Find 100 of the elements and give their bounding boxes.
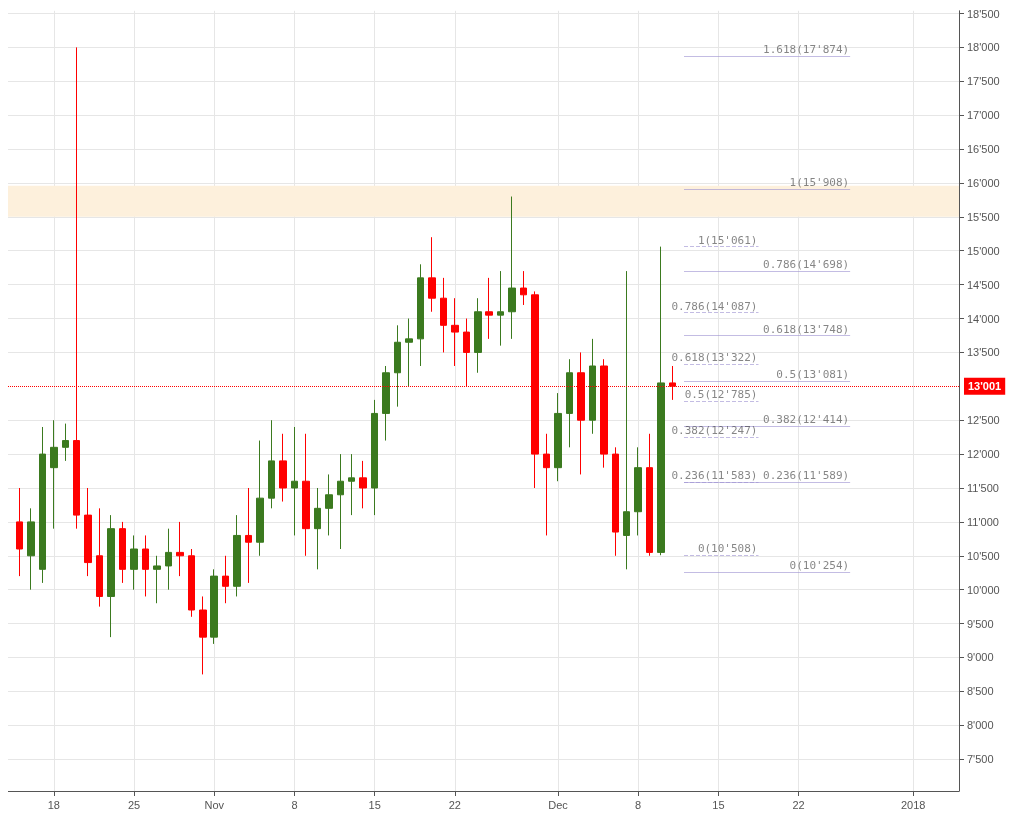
- y-tick-label: 11'000: [967, 515, 999, 528]
- ref-line-label: 13'001: [968, 380, 1002, 393]
- y-tick-label: 14'000: [967, 312, 1000, 325]
- candlestick: [153, 555, 161, 604]
- candlestick: [233, 514, 241, 597]
- ref-line-label: 0.618(13'322): [671, 351, 758, 365]
- y-tick-label: 9'500: [967, 617, 994, 630]
- candlestick: [130, 534, 138, 591]
- candlestick: [39, 426, 46, 584]
- y-tick-label: 17'000: [967, 109, 1000, 122]
- candlestick: [348, 453, 355, 516]
- candlestick: [417, 263, 424, 367]
- x-tick-label: 22: [792, 798, 805, 811]
- candlestick: [27, 507, 35, 591]
- candlestick: [451, 297, 459, 367]
- candlestick: [84, 487, 92, 577]
- x-tick-label: 2018: [900, 798, 926, 811]
- ref-line-label: 0(10'254): [789, 559, 850, 573]
- y-tick-label: 16'500: [967, 143, 1000, 156]
- y-tick-label: 8'500: [967, 685, 994, 698]
- ref-line-label: 0.5(12'785): [684, 387, 758, 401]
- candlestick: [325, 473, 333, 536]
- candlestick: [520, 270, 527, 306]
- candlestick: [188, 548, 195, 618]
- candlestick: [554, 392, 562, 482]
- candlestick: [222, 555, 229, 604]
- x-tick-label: 22: [448, 798, 461, 811]
- candlestick: [623, 270, 630, 570]
- x-tick-label: 8: [635, 798, 642, 811]
- x-tick-label: Nov: [204, 798, 225, 811]
- candlestick: [245, 487, 252, 584]
- y-tick-label: 18'500: [967, 7, 1000, 20]
- y-tick-label: 16'000: [967, 176, 1000, 189]
- candlestick: [394, 324, 401, 408]
- ref-line-label: 0.382(12'414): [763, 413, 850, 427]
- ref-line-label: 1.618(17'874): [763, 42, 850, 56]
- y-tick-label: 11'500: [967, 482, 999, 494]
- y-tick-label: 17'500: [967, 75, 1000, 88]
- candlestick: [543, 433, 550, 536]
- candlestick: [359, 460, 367, 509]
- candlestick: [199, 595, 207, 675]
- candlestick: [508, 196, 516, 340]
- candlestick: [440, 277, 447, 353]
- candlestick: [176, 521, 184, 577]
- candlestick: [291, 426, 298, 536]
- candlestick: [16, 487, 23, 577]
- ref-line-label: 1(15'908): [789, 176, 850, 190]
- candlestick: [428, 236, 436, 313]
- candlestick: [62, 423, 69, 462]
- candlestick: [371, 399, 378, 516]
- x-tick-label: 18: [47, 798, 60, 811]
- candlestick: [268, 419, 275, 509]
- candlestick: [657, 246, 665, 556]
- y-tick-label: 13'500: [967, 346, 1000, 359]
- y-tick-label: 10'500: [967, 549, 1000, 562]
- x-tick-label: 8: [291, 798, 298, 811]
- candlestick: [314, 487, 321, 570]
- candlestick: [302, 433, 310, 557]
- candlestick: [96, 507, 103, 608]
- candlestick: [474, 297, 482, 374]
- ref-line-label: 0.236(11'583): [671, 469, 758, 483]
- ref-line-label: 0.786(14'087): [671, 299, 758, 313]
- candlestick: [279, 433, 287, 503]
- candlestick: [382, 365, 390, 442]
- candlestick: [485, 277, 493, 340]
- candlestick: [612, 446, 619, 557]
- ref-line-label: 0.5(13'081): [776, 367, 850, 381]
- candlestick: [646, 433, 653, 557]
- y-tick-label: 12'000: [967, 448, 1000, 461]
- candlestick: [337, 453, 344, 550]
- ref-line-label: 0.236(11'589): [763, 468, 850, 482]
- ref-line-label: 1(15'061): [697, 233, 758, 247]
- candlestick: [119, 521, 126, 584]
- y-tick-label: 15'000: [967, 244, 1000, 257]
- candlestick: [566, 358, 573, 448]
- x-tick-label: 25: [127, 798, 141, 811]
- y-tick-label: 8'000: [967, 719, 994, 732]
- x-tick-label: 15: [368, 798, 381, 811]
- y-tick-label: 9'000: [967, 651, 994, 664]
- y-tick-label: 12'500: [967, 414, 1000, 427]
- candlestick: [50, 419, 58, 530]
- candlestick: [142, 534, 149, 597]
- candlestick: [107, 514, 115, 638]
- x-tick-label: Dec: [548, 798, 569, 811]
- candlestick: [589, 338, 596, 435]
- ref-line-label: 0.382(12'247): [671, 424, 758, 438]
- candlestick: [497, 270, 504, 347]
- y-tick-label: 15'500: [967, 210, 1000, 223]
- y-tick-label: 10'000: [967, 583, 1000, 596]
- ref-line-label: 0(10'508): [697, 542, 758, 556]
- candlestick: [634, 446, 642, 536]
- ref-line-label: 0.618(13'748): [763, 322, 850, 336]
- candlestick: [210, 568, 218, 645]
- x-tick-label: 15: [712, 798, 725, 811]
- y-tick-label: 14'500: [967, 278, 1000, 291]
- ref-line-label: 0.786(14'698): [763, 258, 850, 272]
- y-tick-label: 18'000: [967, 41, 1000, 54]
- candlestick: [256, 440, 264, 557]
- y-tick-label: 7'500: [967, 753, 994, 766]
- candlestick: [405, 318, 413, 387]
